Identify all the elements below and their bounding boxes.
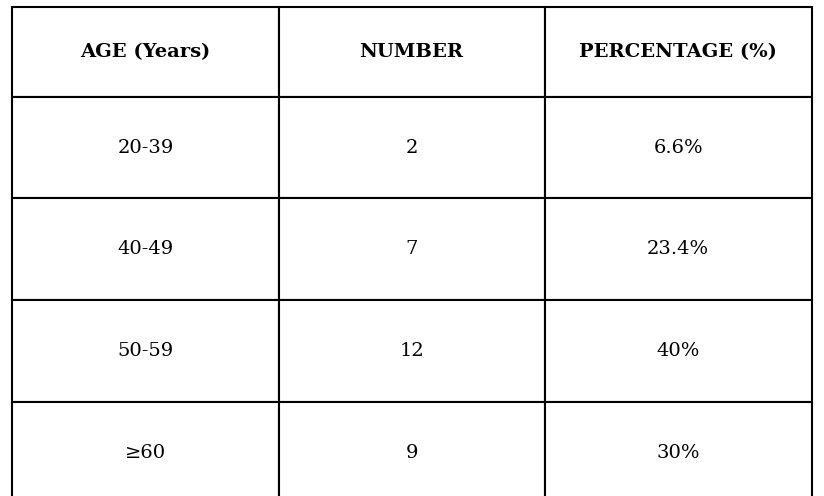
- Bar: [12, 97, 279, 198]
- Bar: [279, 300, 545, 402]
- Bar: [279, 7, 545, 97]
- Text: 2: 2: [405, 138, 418, 157]
- Bar: [545, 198, 812, 300]
- Text: 7: 7: [405, 240, 418, 258]
- Text: 6.6%: 6.6%: [653, 138, 703, 157]
- Bar: [279, 198, 545, 300]
- Text: NUMBER: NUMBER: [359, 43, 464, 61]
- Bar: [545, 402, 812, 496]
- Text: 40-49: 40-49: [117, 240, 174, 258]
- Text: 50-59: 50-59: [117, 342, 174, 360]
- Bar: [12, 198, 279, 300]
- Bar: [12, 7, 279, 97]
- Text: 20-39: 20-39: [117, 138, 174, 157]
- Bar: [545, 97, 812, 198]
- Text: 30%: 30%: [657, 443, 700, 462]
- Text: 9: 9: [405, 443, 418, 462]
- Bar: [545, 300, 812, 402]
- Text: 12: 12: [399, 342, 424, 360]
- Bar: [545, 7, 812, 97]
- Bar: [279, 97, 545, 198]
- Text: ≥60: ≥60: [125, 443, 166, 462]
- Bar: [12, 300, 279, 402]
- Text: 23.4%: 23.4%: [647, 240, 709, 258]
- Text: AGE (Years): AGE (Years): [80, 43, 211, 61]
- Text: PERCENTAGE (%): PERCENTAGE (%): [579, 43, 777, 61]
- Text: 40%: 40%: [657, 342, 700, 360]
- Bar: [279, 402, 545, 496]
- Bar: [12, 402, 279, 496]
